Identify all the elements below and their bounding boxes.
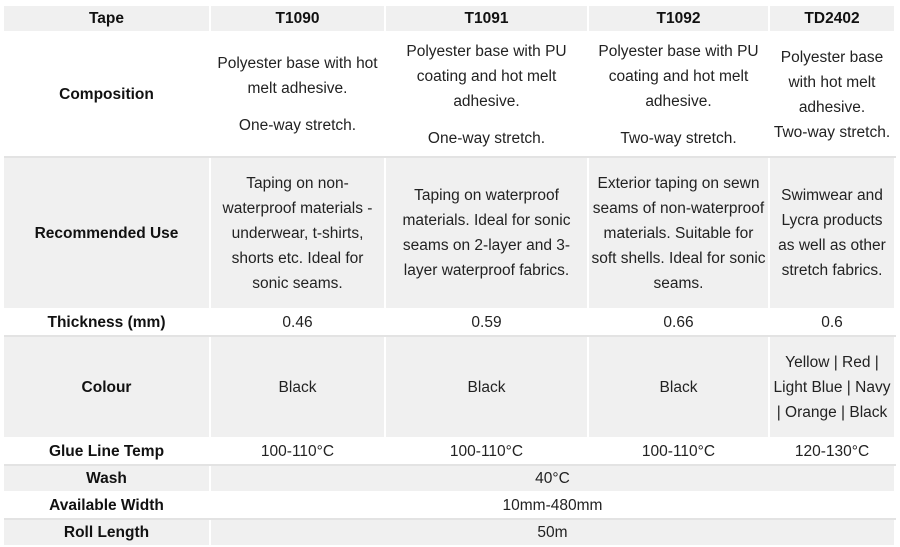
- row-label: Colour: [4, 336, 211, 439]
- glue-temp-cell: 100-110°C: [588, 438, 770, 466]
- header-row: Tape T1090 T1091 T1092 TD2402: [4, 6, 896, 33]
- recommended-use-cell: Exterior taping on sewn seams of non-wat…: [588, 157, 770, 310]
- colour-row: Colour Black Black Black Yellow | Red | …: [4, 336, 896, 439]
- available-width-row: Available Width 10mm-480mm: [4, 492, 896, 520]
- composition-stretch: One-way stretch.: [427, 129, 546, 147]
- recommended-use-row: Recommended Use Taping on non-waterproof…: [4, 157, 896, 310]
- product-name: T1092: [588, 6, 770, 33]
- row-label: Thickness (mm): [4, 309, 211, 337]
- header-label: Tape: [4, 6, 211, 33]
- composition-cell: Polyester base with hot melt adhesive. T…: [769, 32, 896, 158]
- glue-temp-cell: 100-110°C: [210, 438, 386, 466]
- colour-cell: Black: [210, 336, 386, 439]
- composition-base: Polyester base with PU coating and hot m…: [406, 42, 567, 110]
- glue-temp-cell: 120-130°C: [769, 438, 896, 466]
- recommended-use-cell: Swimwear and Lycra products as well as o…: [769, 157, 896, 310]
- row-label: Composition: [4, 32, 211, 158]
- product-name: T1091: [385, 6, 589, 33]
- composition-stretch: Two-way stretch.: [620, 129, 737, 147]
- composition-cell: Polyester base with PU coating and hot m…: [588, 32, 770, 158]
- available-width-cell: 10mm-480mm: [210, 492, 896, 520]
- product-name: TD2402: [769, 6, 896, 33]
- wash-cell: 40°C: [210, 465, 896, 493]
- recommended-use-cell: Taping on non-waterproof materials - und…: [210, 157, 386, 310]
- row-label: Glue Line Temp: [4, 438, 211, 466]
- composition-stretch: One-way stretch.: [238, 117, 357, 134]
- thickness-cell: 0.46: [210, 309, 386, 337]
- thickness-cell: 0.6: [769, 309, 896, 337]
- product-name: T1090: [210, 6, 386, 33]
- row-label: Recommended Use: [4, 157, 211, 310]
- thickness-cell: 0.59: [385, 309, 589, 337]
- colour-cell: Yellow | Red | Light Blue | Navy | Orang…: [769, 336, 896, 439]
- thickness-row: Thickness (mm) 0.46 0.59 0.66 0.6: [4, 309, 896, 337]
- tape-spec-table: Tape T1090 T1091 T1092 TD2402 Compositio…: [4, 6, 896, 547]
- glue-temp-cell: 100-110°C: [385, 438, 589, 466]
- colour-cell: Black: [588, 336, 770, 439]
- composition-base: Polyester base with hot melt adhesive.: [217, 55, 378, 97]
- composition-cell: Polyester base with hot melt adhesive. O…: [210, 32, 386, 158]
- row-label: Wash: [4, 465, 211, 493]
- composition-cell: Polyester base with PU coating and hot m…: [385, 32, 589, 158]
- thickness-cell: 0.66: [588, 309, 770, 337]
- recommended-use-cell: Taping on waterproof materials. Ideal fo…: [385, 157, 589, 310]
- composition-base: Polyester base with PU coating and hot m…: [598, 42, 759, 110]
- composition-stretch: Two-way stretch.: [773, 123, 891, 141]
- colour-cell: Black: [385, 336, 589, 439]
- row-label: Available Width: [4, 492, 211, 520]
- wash-row: Wash 40°C: [4, 465, 896, 493]
- composition-row: Composition Polyester base with hot melt…: [4, 32, 896, 158]
- glue-line-temp-row: Glue Line Temp 100-110°C 100-110°C 100-1…: [4, 438, 896, 466]
- composition-base: Polyester base with hot melt adhesive.: [780, 48, 884, 116]
